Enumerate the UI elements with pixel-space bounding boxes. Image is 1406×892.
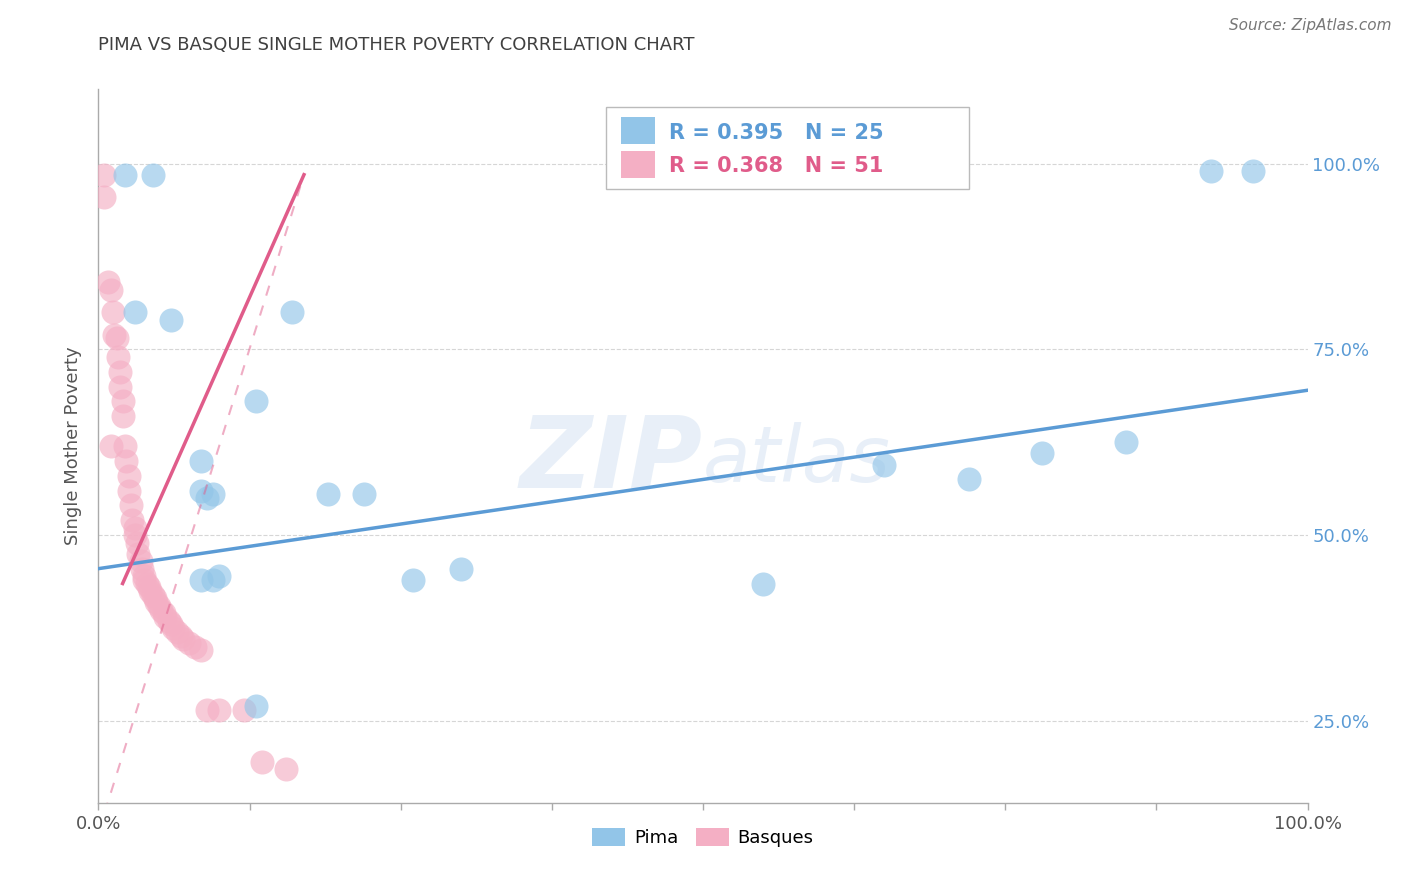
Point [129,554,152,568]
Point [118,483,141,498]
Point [107,350,129,364]
Point [160,617,183,632]
FancyBboxPatch shape [606,107,969,189]
Point [139,584,162,599]
Legend: Pima, Basques: Pima, Basques [585,821,821,855]
Point [114,439,136,453]
Point [1241,164,1264,178]
Point [152,607,174,621]
Point [138,580,160,594]
Point [274,762,297,776]
Point [1031,446,1053,460]
Point [157,614,180,628]
FancyBboxPatch shape [621,152,655,178]
Point [184,640,207,654]
Point [134,573,156,587]
Point [108,379,131,393]
Point [105,331,128,345]
Point [873,458,896,472]
Point [190,573,212,587]
Point [208,569,231,583]
Point [1199,164,1222,178]
Point [232,703,254,717]
Point [142,168,165,182]
Point [114,168,136,182]
Point [145,595,167,609]
Text: atlas: atlas [703,422,891,499]
Point [93,168,115,182]
Point [172,632,194,647]
Point [135,576,157,591]
Y-axis label: Single Mother Poverty: Single Mother Poverty [65,347,83,545]
Point [124,521,146,535]
Point [1115,435,1137,450]
Text: R = 0.395   N = 25: R = 0.395 N = 25 [669,123,884,143]
Point [166,624,188,639]
Point [202,487,225,501]
Point [353,487,375,501]
Point [153,610,176,624]
Point [190,483,212,498]
Point [124,528,146,542]
Point [402,573,425,587]
Point [127,535,149,549]
Point [316,487,339,501]
Point [111,409,134,424]
Point [162,621,184,635]
Point [124,305,146,319]
Point [97,276,120,290]
Point [957,473,980,487]
Point [111,394,134,409]
Point [142,588,165,602]
Point [115,454,138,468]
Point [121,513,143,527]
Point [131,562,153,576]
Point [100,439,122,453]
Point [120,499,142,513]
Point [127,547,149,561]
Point [195,703,218,717]
Point [281,305,304,319]
Point [450,562,472,576]
Point [101,305,124,319]
Point [195,491,218,505]
Point [103,327,125,342]
Point [93,190,115,204]
Point [108,365,131,379]
Point [150,602,173,616]
Text: R = 0.368   N = 51: R = 0.368 N = 51 [669,155,883,176]
Point [245,394,267,409]
Point [179,636,201,650]
Point [202,573,225,587]
Point [190,454,212,468]
Point [118,468,141,483]
Point [100,283,122,297]
Text: PIMA VS BASQUE SINGLE MOTHER POVERTY CORRELATION CHART: PIMA VS BASQUE SINGLE MOTHER POVERTY COR… [98,36,695,54]
Text: ZIP: ZIP [520,412,703,508]
Point [208,703,231,717]
Point [160,312,183,326]
Point [245,699,267,714]
Point [250,755,273,769]
Point [752,576,775,591]
Point [190,643,212,657]
Point [134,569,156,583]
Point [148,599,170,613]
FancyBboxPatch shape [621,117,655,145]
Point [143,591,166,606]
Text: Source: ZipAtlas.com: Source: ZipAtlas.com [1229,18,1392,33]
Point [169,629,191,643]
